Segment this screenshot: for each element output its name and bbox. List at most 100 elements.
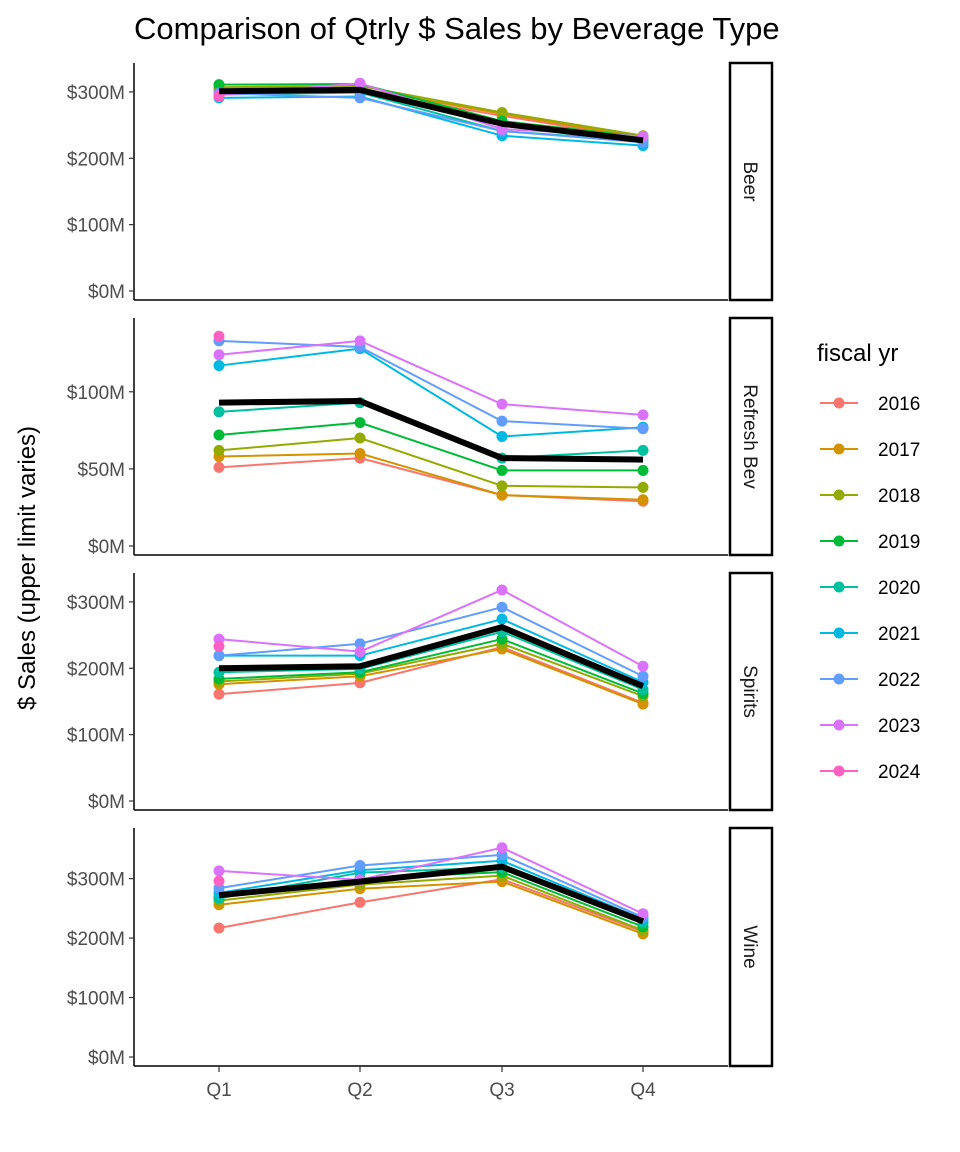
y-tick-label: $50M	[77, 460, 125, 481]
series-line-2022	[218, 853, 644, 919]
point-2019-Q2	[354, 417, 366, 429]
facet-wine: $0M $100M $200M $300M Wine	[67, 826, 774, 1069]
series-line-2022	[218, 92, 644, 144]
point-2021-Q3	[496, 431, 508, 442]
point-2022-Q3	[496, 415, 508, 427]
legend-item-2017: 2017	[820, 440, 920, 461]
series-line-2018	[218, 874, 644, 932]
point-2018-Q2	[354, 432, 366, 444]
point-2023-Q2	[354, 77, 366, 89]
point-2023-Q3	[496, 584, 508, 596]
series-line-2019	[218, 638, 644, 695]
y-tick-label: $0M	[88, 1048, 125, 1069]
point-2018-Q1	[213, 444, 225, 456]
legend-label: 2018	[878, 486, 920, 507]
legend: fiscal yr 2016 2017 2018 2019 2020 2021 2022 202…	[817, 340, 921, 783]
y-tick-label: $100M	[67, 383, 125, 404]
facet-strip-label: Beer	[739, 161, 760, 202]
point-2018-Q3	[496, 480, 508, 492]
series-line-2023	[218, 339, 644, 416]
y-tick-label: $0M	[88, 537, 125, 558]
point-2022-Q4	[637, 670, 649, 682]
legend-item-2024: 2024	[820, 762, 921, 783]
series-line-2020	[218, 630, 644, 691]
legend-key-point	[833, 443, 845, 455]
facet-refresh-bev: $0M $50M $100M Refresh Bev	[67, 316, 774, 558]
point-2020-Q1	[213, 406, 225, 418]
legend-label: 2024	[878, 762, 921, 783]
legend-item-2018: 2018	[820, 486, 920, 507]
series-line-2016	[218, 646, 644, 704]
y-tick-label: $100M	[67, 726, 125, 747]
legend-item-2019: 2019	[820, 532, 920, 553]
legend-item-2023: 2023	[820, 716, 920, 737]
legend-label: 2017	[878, 440, 920, 461]
legend-item-2016: 2016	[820, 394, 920, 415]
point-2024-Q1	[213, 330, 225, 342]
legend-item-2020: 2020	[820, 578, 920, 599]
point-2024-Q1	[213, 875, 225, 887]
y-tick-label: $100M	[67, 216, 125, 237]
y-tick-label: $0M	[88, 792, 125, 813]
series-line-2017	[218, 880, 644, 935]
y-axis-label: $ Sales (upper limit varies)	[14, 426, 41, 710]
point-2023-Q2	[354, 335, 366, 347]
y-tick-label: $300M	[67, 870, 125, 891]
point-2022-Q2	[354, 92, 366, 104]
point-2023-Q3	[496, 842, 508, 854]
legend-key-point	[833, 673, 845, 685]
series-line-2023	[218, 846, 644, 915]
legend-label: 2022	[878, 670, 920, 691]
point-2023-Q4	[637, 660, 649, 672]
series-line-mean	[218, 86, 644, 144]
point-2022-Q1	[213, 650, 225, 662]
x-tick-label: Q2	[347, 1080, 372, 1101]
y-tick-label: $0M	[88, 282, 125, 303]
legend-key-point	[833, 489, 845, 501]
point-2017-Q4	[637, 494, 649, 506]
point-2022-Q2	[354, 638, 366, 650]
series-line-mean	[218, 398, 644, 463]
legend-label: 2016	[878, 394, 920, 415]
series-line-2019	[218, 421, 643, 472]
y-tick-label: $200M	[67, 149, 125, 170]
point-2022-Q3	[496, 601, 508, 613]
x-tick-label: Q4	[630, 1080, 656, 1101]
series-line-2021	[219, 618, 644, 684]
point-2021-Q3	[496, 613, 508, 625]
point-2023-Q1	[213, 865, 225, 877]
legend-key-point	[833, 581, 845, 593]
y-tick-label: $100M	[67, 989, 125, 1010]
series-line-2021	[218, 859, 644, 920]
x-tick-label: Q3	[489, 1080, 514, 1101]
point-2022-Q4	[637, 423, 649, 435]
legend-item-2021: 2021	[820, 624, 920, 645]
point-2017-Q2	[354, 447, 366, 459]
y-tick-label: $200M	[67, 659, 125, 680]
point-2020-Q4	[637, 444, 649, 456]
series-line-2021	[218, 95, 644, 147]
point-2019-Q1	[213, 429, 225, 441]
point-2023-Q2	[354, 646, 366, 658]
legend-label: 2023	[878, 716, 920, 737]
facet-strip-label: Refresh Bev	[739, 384, 760, 489]
point-2023-Q1	[213, 349, 225, 361]
facet-panels: $0M $100M $200M $300M Beer $0M $50M $100M Refres…	[67, 61, 774, 1069]
chart-title: Comparison of Qtrly $ Sales by Beverage …	[134, 11, 780, 46]
facet-strip	[728, 61, 774, 302]
legend-label: 2021	[878, 624, 920, 645]
series-line-2023	[218, 588, 644, 668]
y-tick-label: $200M	[67, 929, 125, 950]
facet-strip-label: Spirits	[739, 665, 760, 718]
facet-spirits: $0M $100M $200M $300M Spirits	[67, 571, 774, 813]
facet-strip	[728, 826, 774, 1068]
point-2016-Q1	[213, 688, 225, 700]
point-2024-Q1	[213, 640, 225, 652]
point-2016-Q1	[213, 922, 225, 934]
point-2023-Q4	[637, 409, 649, 421]
legend-title: fiscal yr	[817, 340, 898, 367]
legend-item-2022: 2022	[820, 670, 920, 691]
point-2019-Q1	[213, 79, 225, 91]
